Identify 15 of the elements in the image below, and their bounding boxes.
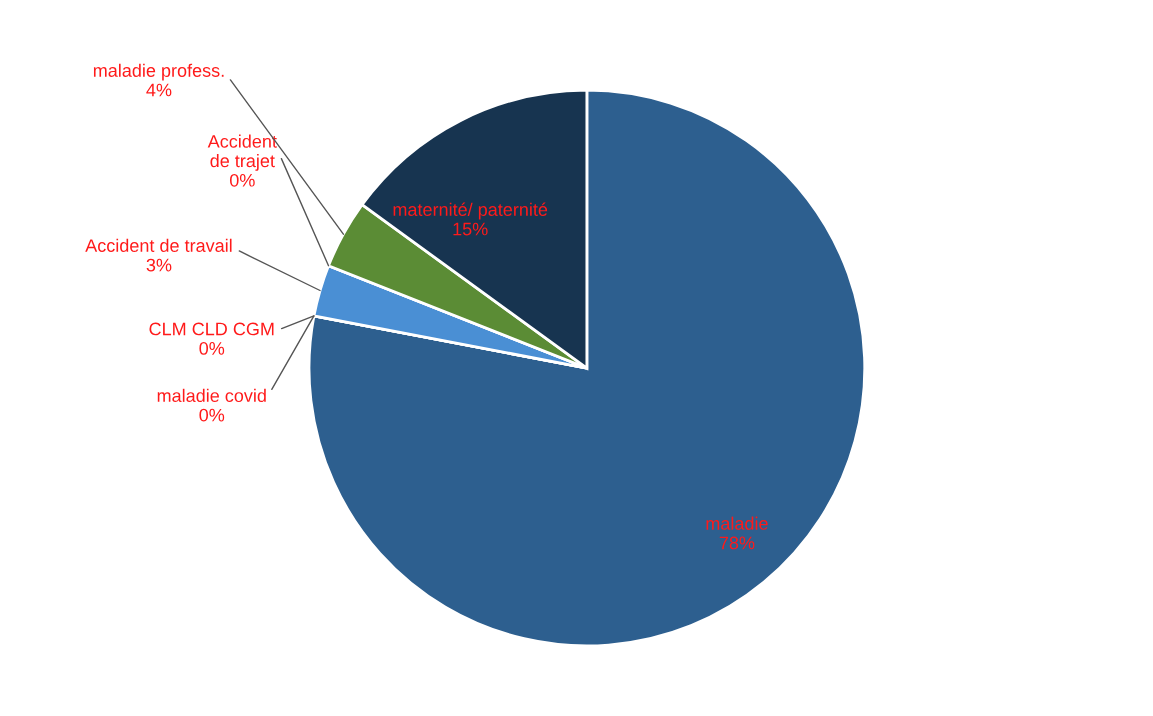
- data-label: 4%: [146, 83, 172, 97]
- category-label: maladie covid: [157, 388, 266, 403]
- slice-label: Accident de travail: [85, 238, 232, 252]
- slice-label: maternité/ paternité: [393, 202, 548, 220]
- data-label: 78%: [719, 536, 755, 550]
- pie-slice: [307, 88, 867, 648]
- legend-label: CLM CLD CGM: [149, 322, 274, 336]
- text: 0%: [229, 173, 255, 187]
- slice-label: maladie: [706, 516, 768, 530]
- slice-label: maladie profess.: [93, 63, 224, 81]
- data-label: 3%: [146, 258, 172, 272]
- category-label: Accident de trajet: [207, 134, 277, 171]
- text: 0%: [199, 342, 225, 355]
- text: 0%: [199, 408, 225, 422]
- data-label: 15%: [453, 222, 488, 236]
